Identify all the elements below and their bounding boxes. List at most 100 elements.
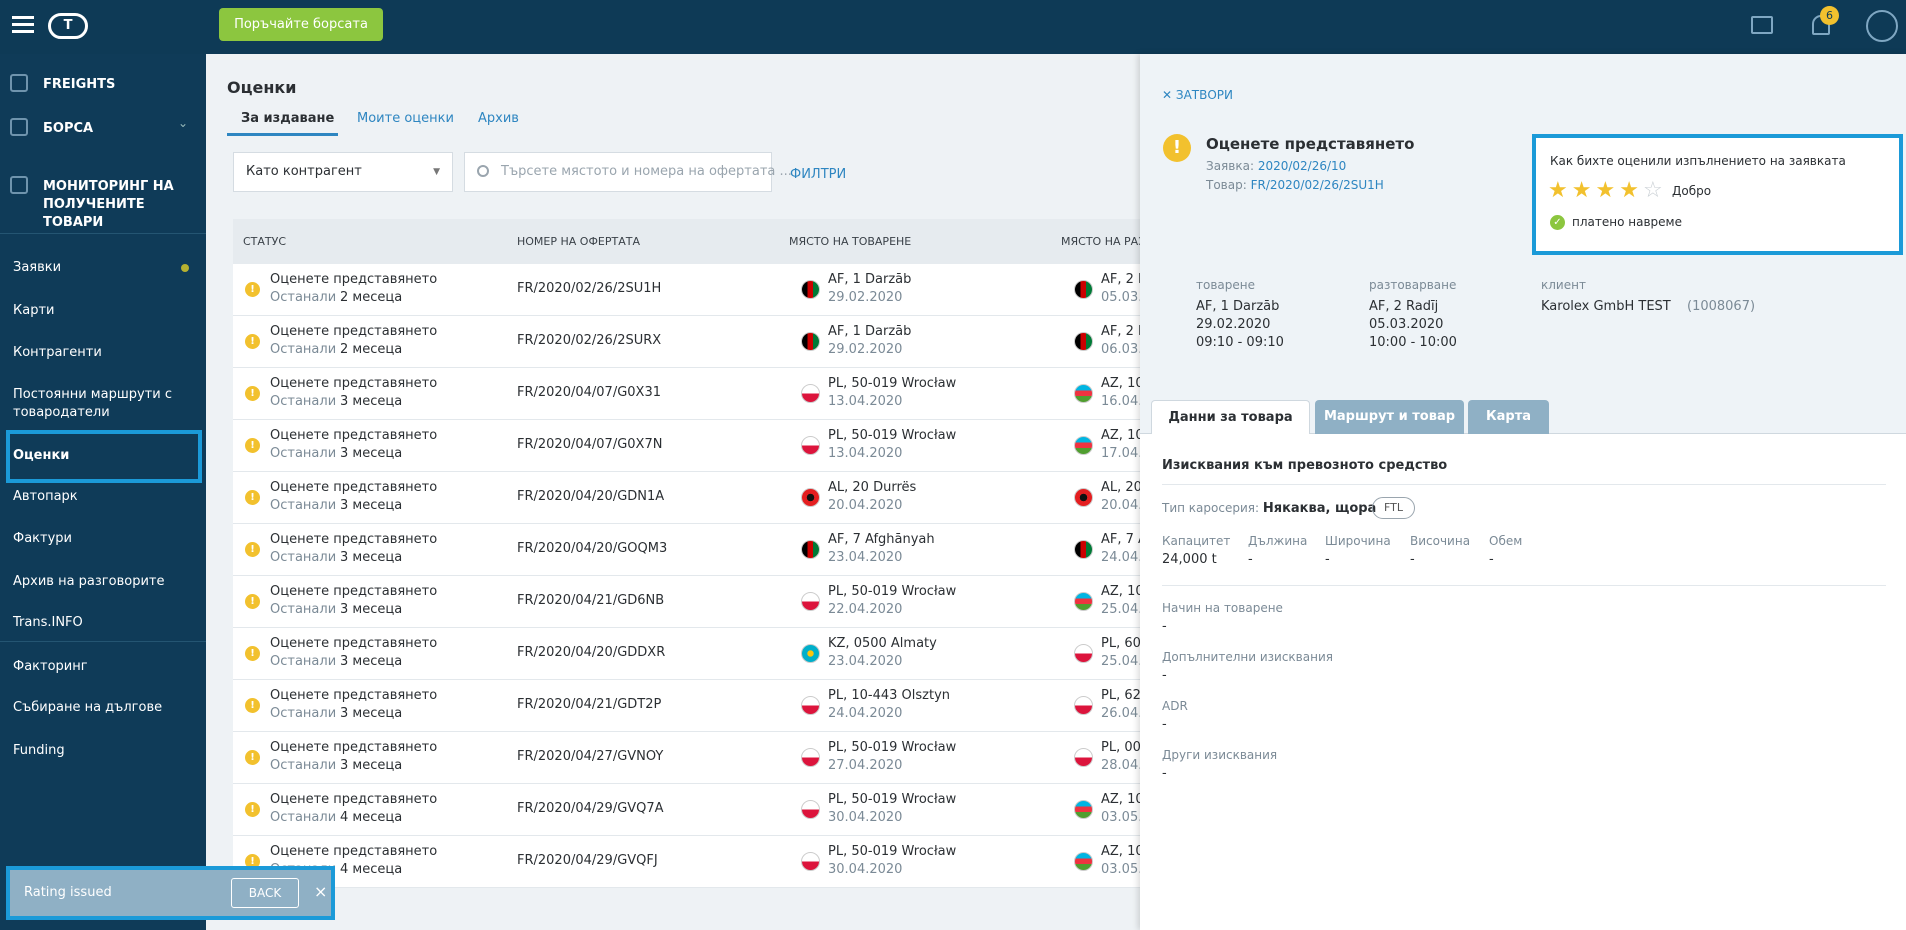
remaining: 3 месеца <box>340 498 403 513</box>
panel-title: Оценете представянето <box>1206 135 1415 153</box>
status[interactable]: Оценете представянето <box>270 792 438 807</box>
tab[interactable]: Моите оценки <box>357 111 454 126</box>
status[interactable]: Оценете представянето <box>270 324 438 339</box>
flag <box>801 800 820 819</box>
menu-item[interactable]: Факторинг <box>13 659 88 674</box>
unload-place: AF, 7 Af <box>1101 532 1152 547</box>
nav-item[interactable]: БОРСА <box>43 121 94 136</box>
status[interactable]: Оценете представянето <box>270 688 438 703</box>
tab[interactable]: Архив <box>478 111 519 126</box>
menu-item[interactable]: Funding <box>13 743 65 758</box>
row-divider <box>233 887 1143 888</box>
menu-item[interactable]: Оценки <box>13 448 70 463</box>
nav-item[interactable]: МОНИТОРИНГ НА ПОЛУЧЕНИТЕ ТОВАРИ <box>43 179 174 230</box>
status[interactable]: Оценете представянето <box>270 636 438 651</box>
menu-item[interactable]: Карти <box>13 303 55 318</box>
panel-tab[interactable]: Карта <box>1468 400 1549 434</box>
remaining: 3 месеца <box>340 602 403 617</box>
chat-icon[interactable] <box>1751 16 1773 34</box>
status[interactable]: Оценете представянето <box>270 584 438 599</box>
row-divider <box>233 627 1143 628</box>
warning-icon: ! <box>245 594 260 609</box>
cargo-link[interactable]: FR/2020/02/26/2SU1H <box>1250 178 1384 192</box>
menu-item[interactable]: Автопарк <box>13 489 78 504</box>
panel-tab[interactable]: Данни за товара <box>1151 400 1310 434</box>
load-place: PL, 50-019 Wrocław <box>828 792 957 807</box>
section-title: Изисквания към превозното средство <box>1162 458 1448 473</box>
user-avatar[interactable] <box>1866 10 1898 42</box>
remaining: 3 месеца <box>340 654 403 669</box>
order-link[interactable]: 2020/02/26/10 <box>1257 159 1347 173</box>
status[interactable]: Оценете представянето <box>270 376 438 391</box>
detail-value: AF, 1 Darzāb <box>1196 299 1280 314</box>
detail-label: разтоварване <box>1369 278 1457 292</box>
menu-icon[interactable] <box>12 16 34 19</box>
close-button[interactable]: ✕ ЗАТВОРИ <box>1162 88 1233 102</box>
remaining: 4 месеца <box>340 810 403 825</box>
status[interactable]: Оценете представянето <box>270 740 438 755</box>
remaining: 3 месеца <box>340 394 403 409</box>
flag <box>801 436 820 455</box>
status[interactable]: Оценете представянето <box>270 428 438 443</box>
search-input[interactable]: Търсете мястото и номера на офертата ... <box>464 152 792 192</box>
rating-label: Добро <box>1672 184 1712 198</box>
menu-item[interactable]: Събиране на дългове <box>13 700 163 715</box>
load-place: AL, 20 Durrës <box>828 480 917 495</box>
nav-icon <box>10 176 28 194</box>
status[interactable]: Оценете представянето <box>270 480 438 495</box>
status[interactable]: Оценете представянето <box>270 844 438 859</box>
load-date: 22.04.2020 <box>828 602 903 617</box>
row-divider <box>233 419 1143 420</box>
row-divider <box>233 783 1143 784</box>
status[interactable]: Оценете представянето <box>270 272 438 287</box>
menu-item[interactable]: Контрагенти <box>13 345 102 360</box>
filter-select[interactable]: Като контрагент ▼ <box>233 152 453 192</box>
star[interactable]: ☆ <box>1642 178 1663 203</box>
nav-item[interactable]: FREIGHTS <box>43 77 116 92</box>
menu-item[interactable]: Фактури <box>13 531 72 546</box>
toast: Rating issued BACK × <box>6 866 335 920</box>
filters-button[interactable]: ФИЛТРИ <box>790 167 847 182</box>
search-placeholder: Търсете мястото и номера на офертата ... <box>501 164 792 179</box>
flag <box>1074 540 1093 559</box>
flag <box>801 280 820 299</box>
load-place: AF, 1 Darzāb <box>828 324 912 339</box>
warning-icon: ! <box>1163 134 1191 162</box>
client-name: Karolex GmbH TEST <box>1541 299 1671 314</box>
toast-back[interactable]: BACK <box>231 878 299 908</box>
stars[interactable]: ★ ★ ★ ★ ☆ <box>1548 178 1667 203</box>
menu-item[interactable]: Trans.INFO <box>13 615 83 630</box>
select-value: Като контрагент <box>246 164 362 179</box>
remaining-label: Останали <box>270 602 337 617</box>
field-label: Допълнителни изисквания <box>1162 650 1333 664</box>
remaining-label: Останали <box>270 550 337 565</box>
panel-tab[interactable]: Маршрут и товар <box>1315 400 1464 434</box>
menu-item[interactable]: Архив на разговорите <box>13 574 165 589</box>
flag <box>1074 852 1093 871</box>
tab[interactable]: За издаване <box>241 111 335 126</box>
load-date: 13.04.2020 <box>828 394 903 409</box>
remaining-label: Останали <box>270 706 337 721</box>
star[interactable]: ★ <box>1571 178 1592 203</box>
client-id: (1008067) <box>1687 299 1756 314</box>
star[interactable]: ★ <box>1595 178 1616 203</box>
menu-item[interactable]: Заявки <box>13 260 62 275</box>
menu-item[interactable]: Постоянни маршрути с товародатели <box>13 387 172 420</box>
spec-label: Капацитет <box>1162 534 1231 548</box>
warning-icon: ! <box>245 542 260 557</box>
toast-close[interactable]: × <box>314 882 328 901</box>
star[interactable]: ★ <box>1548 178 1568 203</box>
status[interactable]: Оценете представянето <box>270 532 438 547</box>
detail-label: клиент <box>1541 278 1586 292</box>
load-date: 23.04.2020 <box>828 550 903 565</box>
star[interactable]: ★ <box>1619 178 1639 203</box>
order-label: Заявка: <box>1206 159 1254 173</box>
body-label: Тип каросерия: <box>1162 501 1260 515</box>
warning-icon: ! <box>245 334 260 349</box>
cta-button[interactable]: Поръчайте борсата <box>219 8 383 41</box>
offer-number: FR/2020/04/29/GVQFJ <box>517 853 658 868</box>
logo[interactable]: T <box>48 13 88 39</box>
remaining-label: Останали <box>270 654 337 669</box>
field-value: - <box>1162 668 1167 683</box>
